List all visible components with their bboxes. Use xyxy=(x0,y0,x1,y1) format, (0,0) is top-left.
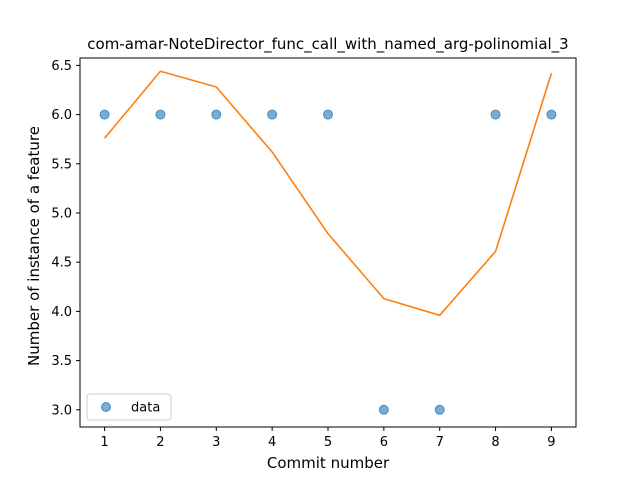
legend-box xyxy=(86,393,172,421)
data-point xyxy=(323,109,333,120)
legend: data xyxy=(86,393,172,421)
y-axis-title: Number of instance of a feature xyxy=(25,126,43,366)
fit-line xyxy=(103,70,553,317)
chart-title: com-amar-NoteDirector_func_call_with_nam… xyxy=(87,35,568,54)
y-tick-label: 4.5 xyxy=(51,256,72,271)
data-point xyxy=(267,109,278,120)
x-tick-label: 7 xyxy=(436,435,444,450)
y-tick-label: 3.5 xyxy=(51,354,72,369)
y-tick-label: 5.0 xyxy=(51,206,72,221)
x-tick-label: 5 xyxy=(324,435,332,450)
y-tick-label: 6.5 xyxy=(51,59,72,74)
y-tick-label: 5.5 xyxy=(51,157,72,172)
data-point xyxy=(434,404,445,415)
plot-area: 1 2 3 4 5 6 7 8 9 3.0 3.5 4.0 4.5 5.0 5.5 6.0 6.5 data xyxy=(51,57,577,450)
x-axis-title: Commit number xyxy=(267,454,390,472)
x-tick-label: 1 xyxy=(100,435,108,450)
data-point xyxy=(211,109,222,120)
legend-marker xyxy=(101,402,111,412)
x-tick-label: 2 xyxy=(156,435,164,450)
data-point xyxy=(378,404,389,415)
data-point xyxy=(155,109,166,120)
x-tick-label: 9 xyxy=(547,435,555,450)
x-tick-label: 4 xyxy=(268,435,276,450)
data-point xyxy=(546,109,557,120)
x-tick-label: 3 xyxy=(212,435,220,450)
data-point xyxy=(99,109,110,120)
y-tick-label: 3.0 xyxy=(51,403,72,418)
y-tick-label: 4.0 xyxy=(51,305,72,320)
y-tick-label: 6.0 xyxy=(51,108,72,123)
legend-label: data xyxy=(131,401,160,416)
data-point xyxy=(490,109,501,120)
x-tick-label: 6 xyxy=(380,435,388,450)
x-tick-label: 8 xyxy=(491,435,499,450)
